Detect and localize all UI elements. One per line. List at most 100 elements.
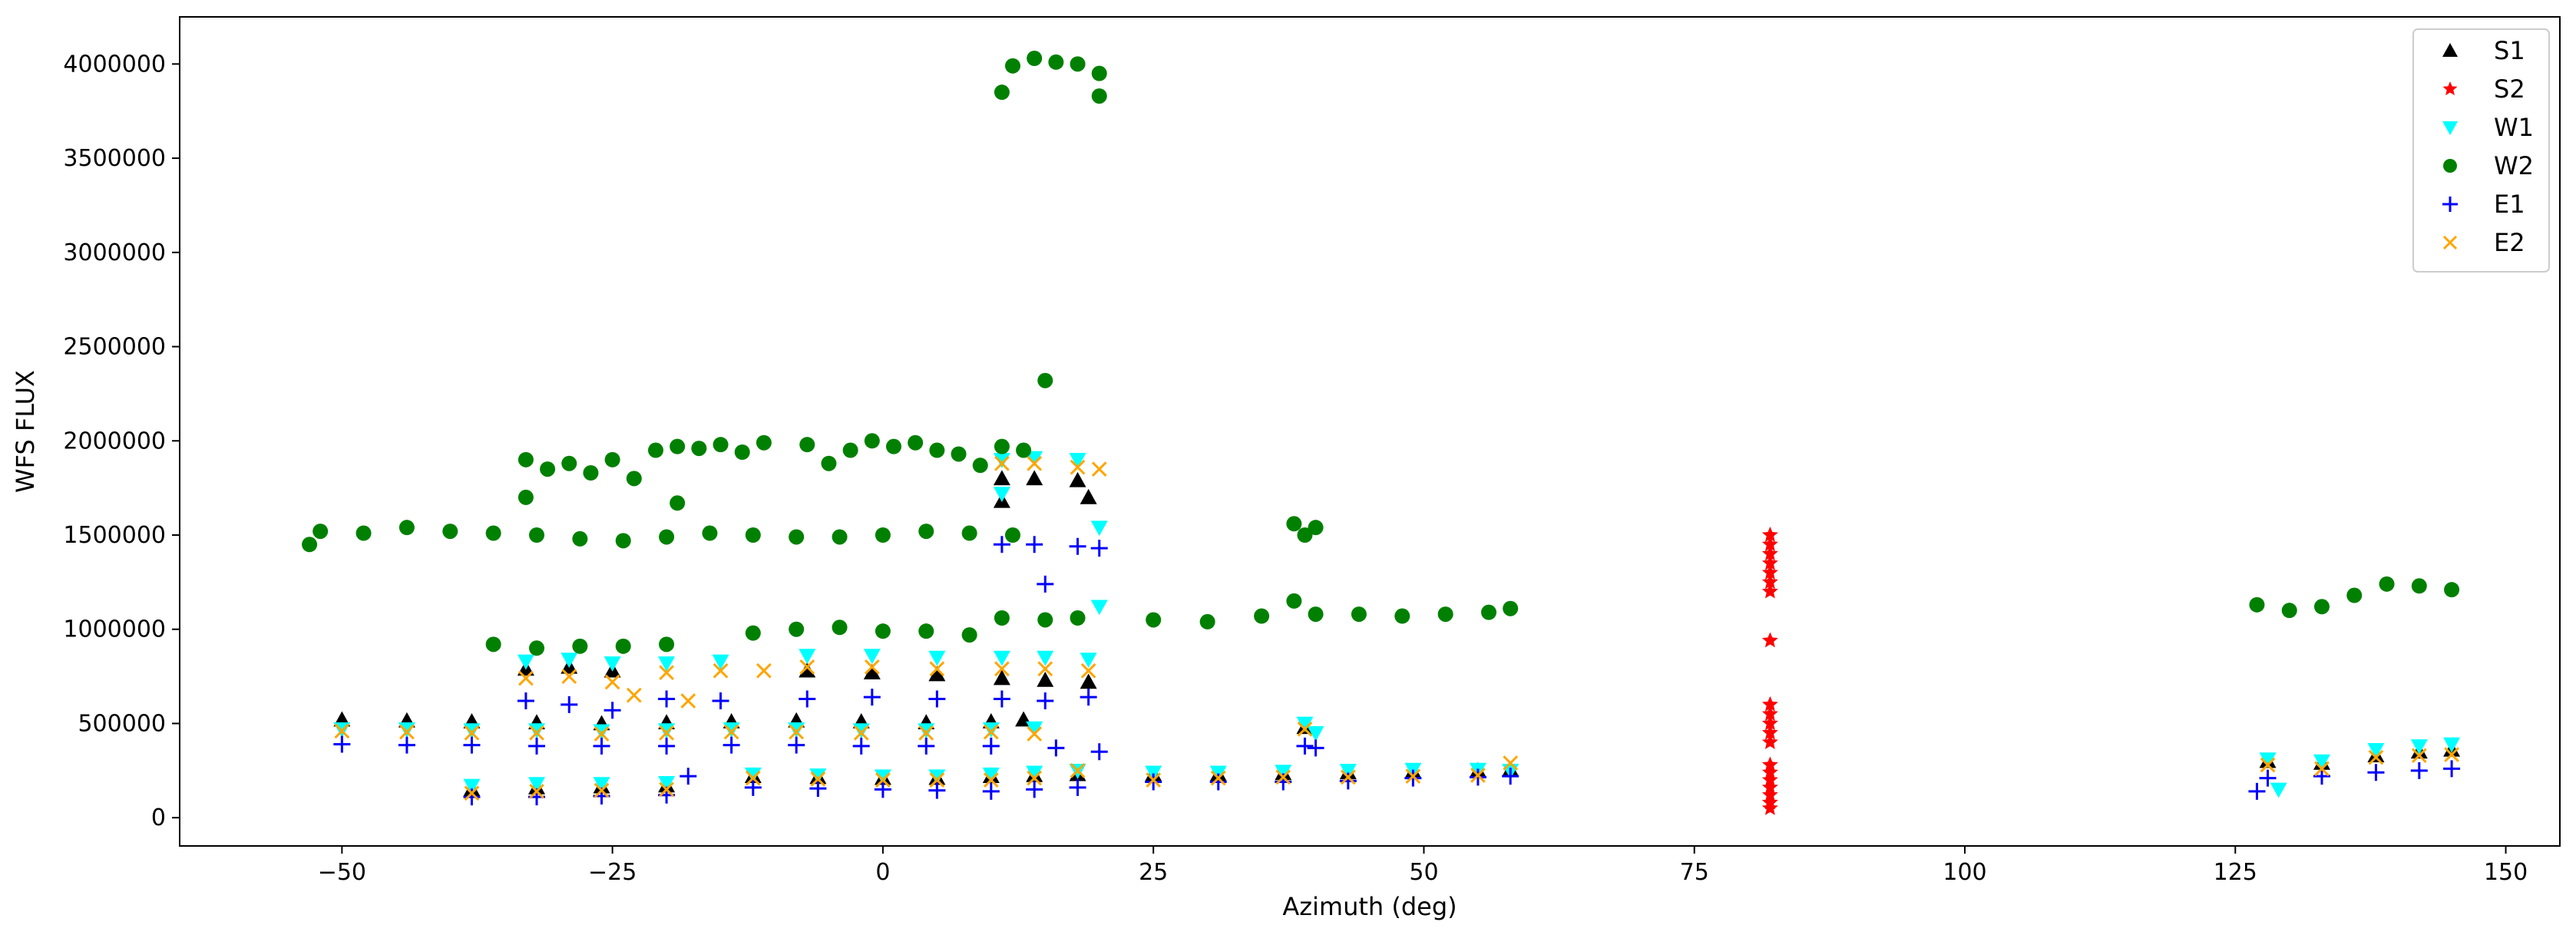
data-point bbox=[745, 625, 761, 641]
data-point bbox=[518, 489, 534, 505]
data-point bbox=[1069, 537, 1086, 555]
data-point bbox=[615, 638, 631, 654]
data-point bbox=[983, 772, 999, 788]
data-point bbox=[1308, 520, 1324, 536]
data-point bbox=[863, 664, 881, 679]
data-point bbox=[1405, 768, 1421, 785]
data-point bbox=[809, 780, 827, 798]
data-point bbox=[713, 437, 729, 453]
legend-label: W2 bbox=[2494, 151, 2534, 180]
legend-item-e1: E1 bbox=[2442, 190, 2525, 219]
data-point bbox=[918, 623, 934, 639]
data-point bbox=[691, 441, 707, 457]
data-point bbox=[712, 654, 729, 670]
data-point bbox=[789, 529, 805, 545]
data-point bbox=[659, 665, 674, 681]
legend-label: S1 bbox=[2494, 36, 2525, 65]
data-point bbox=[994, 84, 1010, 101]
data-point bbox=[594, 726, 610, 742]
data-point bbox=[355, 525, 372, 541]
data-point bbox=[1005, 527, 1020, 543]
data-point bbox=[1090, 520, 1108, 537]
data-point bbox=[334, 723, 350, 739]
data-point bbox=[604, 451, 620, 468]
data-point bbox=[1761, 583, 1778, 599]
data-point bbox=[929, 661, 945, 677]
data-point bbox=[2346, 587, 2363, 603]
data-point bbox=[1027, 51, 1043, 66]
data-point bbox=[398, 520, 415, 536]
data-point bbox=[1037, 575, 1054, 593]
data-point bbox=[2270, 782, 2287, 798]
data-point bbox=[670, 495, 686, 511]
data-point bbox=[593, 777, 610, 792]
data-point bbox=[863, 689, 881, 706]
data-point bbox=[744, 778, 762, 796]
legend-item-e2: E2 bbox=[2442, 228, 2525, 257]
data-point bbox=[908, 434, 924, 451]
data-point bbox=[518, 451, 534, 468]
data-point bbox=[799, 649, 816, 665]
data-point bbox=[799, 690, 816, 708]
legend-marker bbox=[2442, 235, 2458, 250]
data-point bbox=[874, 769, 891, 785]
data-point bbox=[2259, 752, 2277, 768]
data-point bbox=[928, 650, 946, 666]
data-point bbox=[1210, 770, 1226, 786]
data-point bbox=[1016, 442, 1032, 458]
data-point bbox=[1037, 661, 1053, 677]
data-point bbox=[2314, 761, 2330, 777]
data-point bbox=[983, 724, 999, 740]
data-point bbox=[918, 737, 935, 755]
data-point bbox=[2367, 764, 2385, 781]
data-point bbox=[572, 530, 588, 547]
data-point bbox=[398, 736, 415, 754]
data-point bbox=[561, 455, 577, 471]
data-point bbox=[561, 653, 578, 668]
data-point bbox=[594, 782, 610, 798]
data-point bbox=[658, 656, 676, 672]
data-point bbox=[1080, 653, 1097, 668]
data-point bbox=[603, 702, 621, 719]
series-w2 bbox=[302, 51, 2460, 656]
data-point bbox=[744, 767, 762, 783]
x-tick-label: 100 bbox=[1943, 859, 1986, 886]
legend-box bbox=[2412, 28, 2550, 273]
data-point bbox=[702, 525, 718, 541]
data-point bbox=[928, 666, 946, 682]
data-point bbox=[2410, 762, 2428, 779]
data-point bbox=[874, 781, 891, 798]
data-point bbox=[593, 737, 610, 755]
data-point bbox=[302, 537, 318, 553]
x-tick-label: −25 bbox=[588, 859, 637, 886]
data-point bbox=[864, 433, 880, 449]
data-point bbox=[972, 458, 988, 474]
data-point bbox=[2313, 754, 2330, 770]
data-point bbox=[1481, 604, 1496, 620]
data-point bbox=[2259, 769, 2277, 787]
data-point bbox=[1286, 516, 1302, 532]
data-point bbox=[842, 442, 858, 458]
data-point bbox=[312, 524, 329, 540]
data-point bbox=[1761, 695, 1778, 712]
data-point bbox=[918, 725, 934, 741]
data-point bbox=[810, 771, 826, 787]
data-point bbox=[1351, 606, 1367, 623]
data-point bbox=[993, 536, 1010, 553]
legend-marker bbox=[2443, 159, 2457, 173]
x-tick-label: 25 bbox=[1139, 859, 1168, 886]
plot-area bbox=[179, 16, 2561, 847]
data-point bbox=[2443, 760, 2461, 778]
data-point bbox=[1037, 672, 1054, 687]
data-point bbox=[1027, 726, 1043, 742]
data-point bbox=[1026, 765, 1043, 781]
data-point bbox=[713, 662, 729, 679]
data-point bbox=[756, 662, 772, 679]
data-point bbox=[788, 736, 805, 754]
data-point bbox=[994, 661, 1010, 677]
data-point bbox=[1286, 593, 1302, 609]
data-point bbox=[2314, 599, 2330, 615]
data-point bbox=[928, 690, 946, 708]
data-point bbox=[659, 529, 675, 545]
data-point bbox=[1761, 527, 1778, 542]
